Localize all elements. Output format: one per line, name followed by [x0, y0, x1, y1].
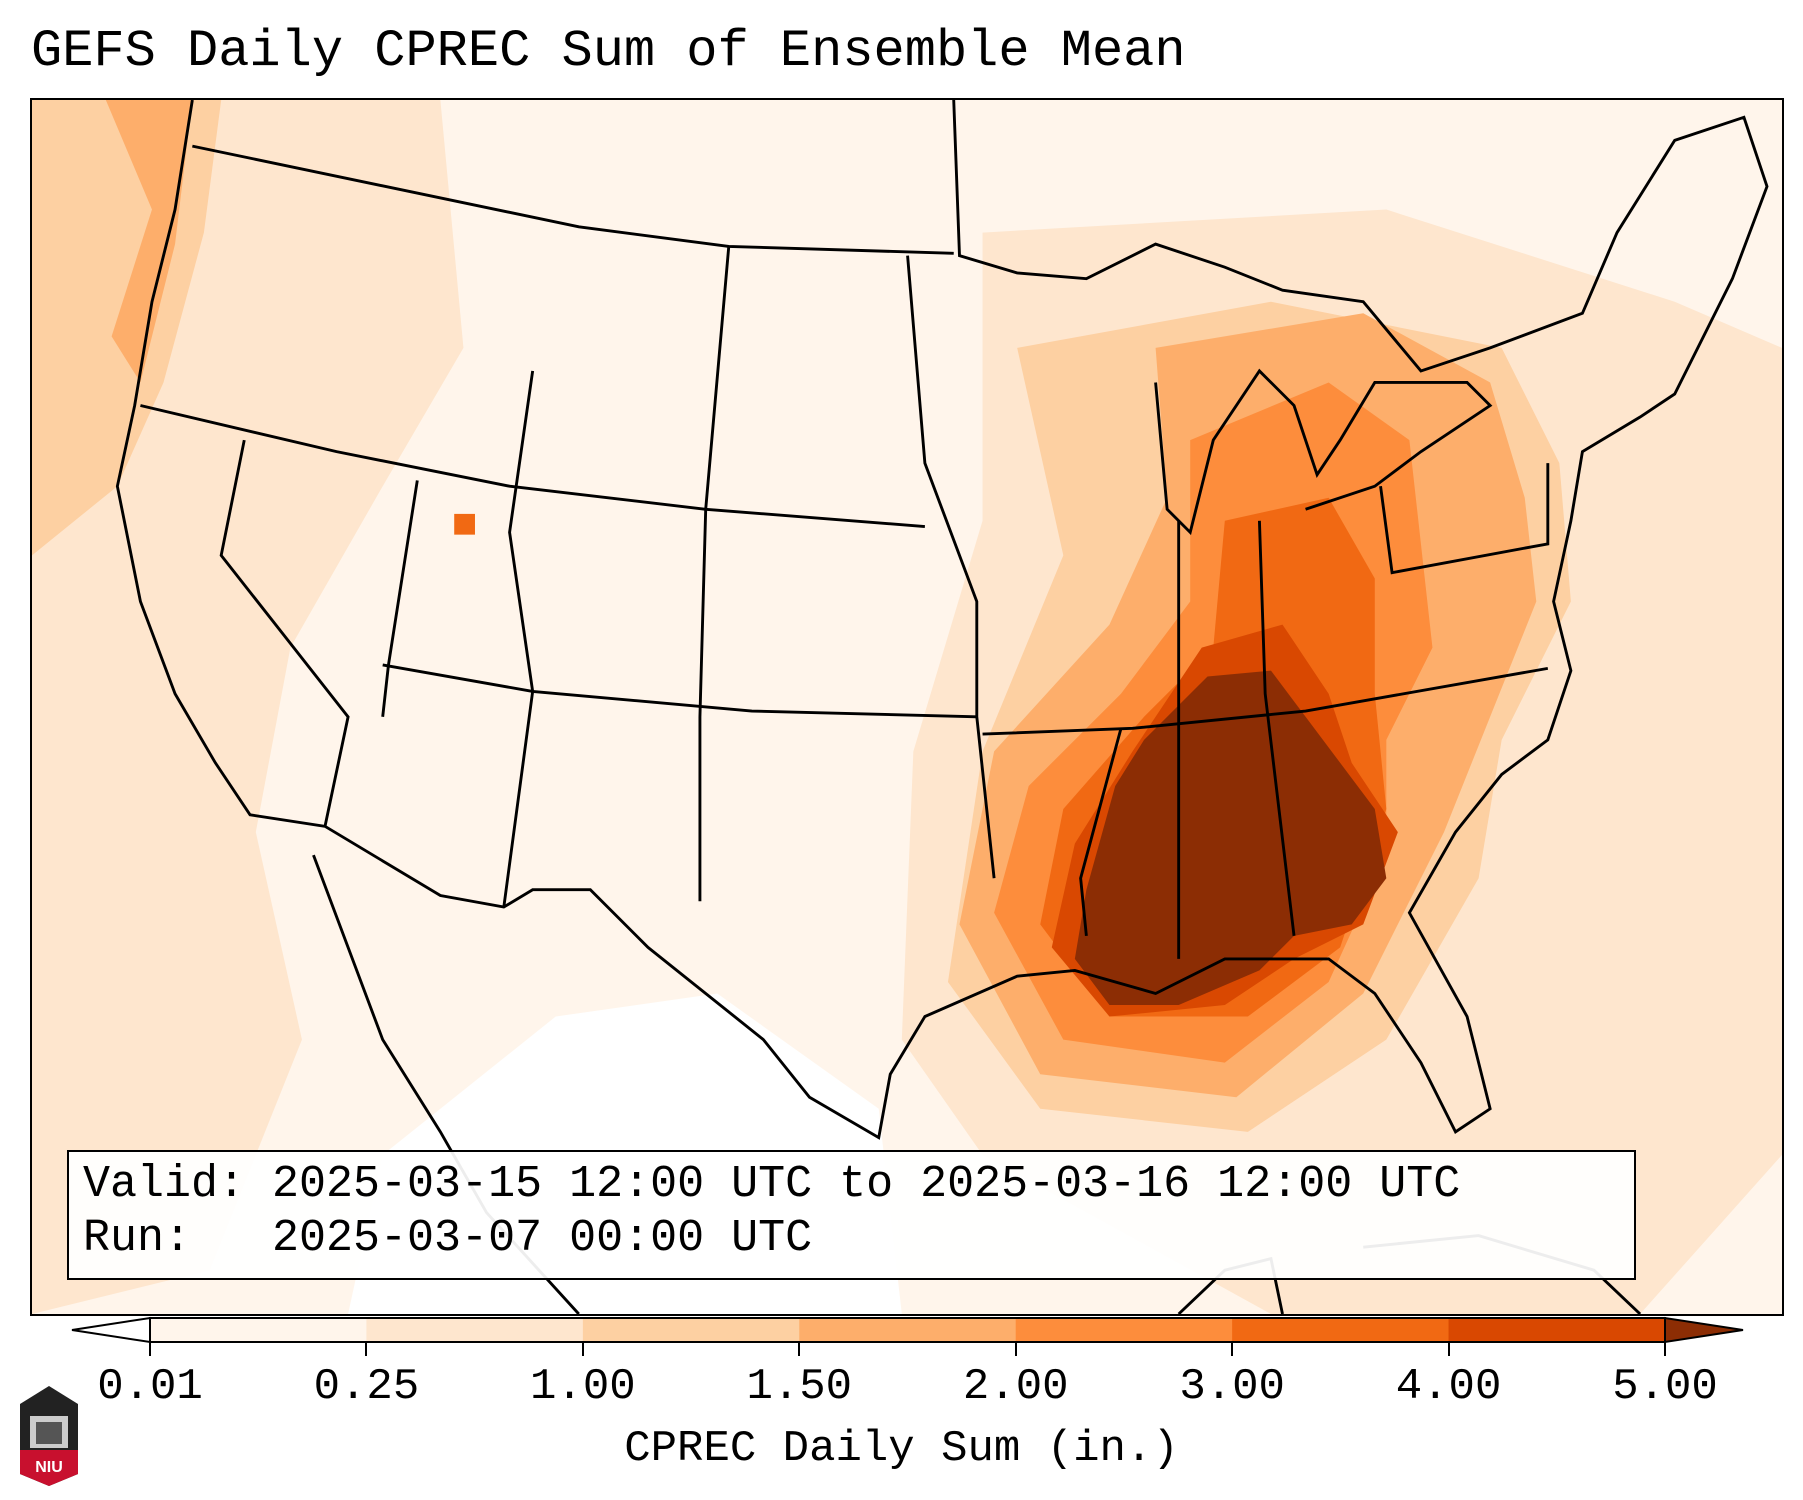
state-lines-v1 [219, 439, 350, 827]
colorbar-tick [1231, 1342, 1234, 1356]
state-lines-mid [382, 663, 977, 719]
run-time-text: Run: 2025-03-07 00:00 UTC [83, 1213, 813, 1264]
colorbar-over-triangle [1664, 1316, 1744, 1344]
coastlines-borders [115, 100, 1769, 1314]
colorbar-segment [366, 1318, 584, 1342]
shade-utah-spot [454, 513, 475, 535]
colorbar-tick [1014, 1342, 1017, 1356]
colorbar-tick-label: 5.00 [1612, 1362, 1718, 1412]
colorbar-tick-label: 3.00 [1179, 1362, 1285, 1412]
colorbar-tick-label: 0.01 [97, 1362, 203, 1412]
colorbar-tick [1664, 1342, 1666, 1356]
colorbar-tick [1447, 1342, 1450, 1356]
colorbar-segment [1232, 1318, 1450, 1342]
colorbar-tick-label: 2.00 [962, 1362, 1069, 1412]
valid-time-text: Valid: 2025-03-15 12:00 UTC to 2025-03-1… [83, 1159, 1461, 1210]
colorbar-frame [149, 1317, 1666, 1343]
us-outline [115, 100, 1769, 1140]
colorbar [71, 1316, 1744, 1344]
state-lines-east [1379, 463, 1550, 575]
niu-logo: NIU [20, 1386, 78, 1486]
shade-west-coast-strong [105, 100, 193, 383]
precipitation-map [30, 98, 1784, 1316]
state-lines-v5 [906, 255, 996, 879]
shade-over-5 [1074, 670, 1387, 1006]
precip-shading [32, 100, 1782, 1314]
colorbar-segment [799, 1318, 1017, 1342]
colorbar-label: CPREC Daily Sum (in.) [624, 1424, 1179, 1474]
colorbar-segment [150, 1318, 367, 1342]
chart-title: GEFS Daily CPREC Sum of Ensemble Mean [31, 22, 1186, 81]
state-lines-ms [1079, 727, 1123, 936]
colorbar-under-triangle [71, 1316, 151, 1344]
colorbar-tick [365, 1342, 368, 1356]
canada-border [192, 144, 954, 255]
svg-text:NIU: NIU [35, 1459, 63, 1476]
colorbar-tick [798, 1342, 801, 1356]
state-lines-v4 [698, 246, 731, 902]
colorbar-tick [581, 1342, 584, 1356]
colorbar-tick-label: 0.25 [313, 1362, 420, 1412]
great-lakes [1154, 368, 1493, 536]
colorbar-tick-label: 4.00 [1395, 1362, 1502, 1412]
colorbar-segment [582, 1318, 800, 1342]
state-lines-west [140, 404, 925, 529]
colorbar-segment [1015, 1318, 1233, 1342]
colorbar-segment [1448, 1318, 1666, 1342]
state-lines-south [982, 666, 1549, 736]
colorbar-tick [149, 1342, 151, 1356]
state-lines-v3 [502, 370, 535, 908]
map-canvas [32, 100, 1782, 1314]
valid-run-info-box: Valid: 2025-03-15 12:00 UTC to 2025-03-1… [67, 1150, 1636, 1280]
colorbar-tick-label: 1.50 [746, 1362, 853, 1412]
state-lines-v7 [1257, 520, 1296, 937]
state-lines-v2 [381, 480, 419, 717]
colorbar-tick-label: 1.00 [530, 1362, 636, 1412]
